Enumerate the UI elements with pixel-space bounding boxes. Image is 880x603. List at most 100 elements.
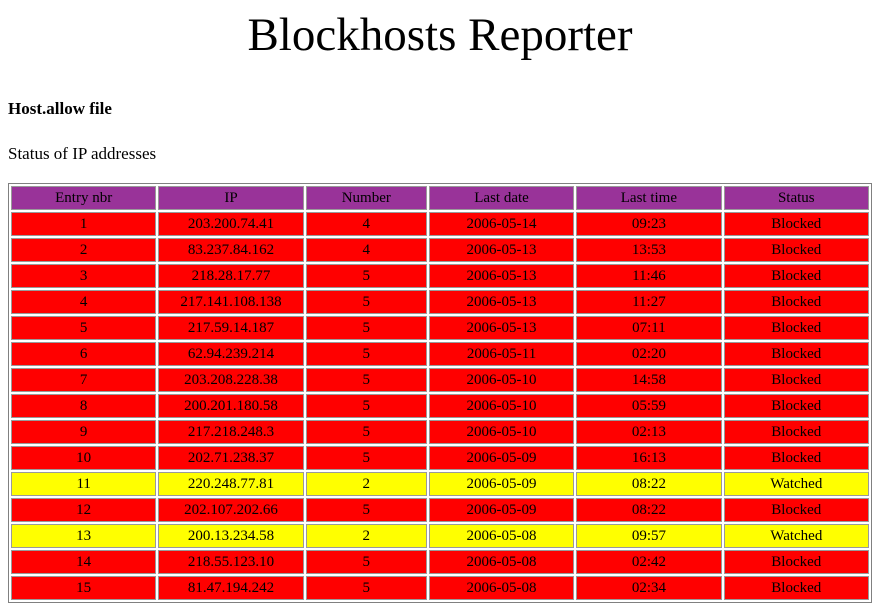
cell-number: 5 <box>305 342 427 366</box>
cell-ip: 203.200.74.41 <box>158 212 304 236</box>
cell-last-time: 02:34 <box>576 576 722 600</box>
cell-last-time: 09:57 <box>576 524 722 548</box>
section-heading: Host.allow file <box>8 99 112 118</box>
table-row: 7 203.208.228.38 5 2006-05-10 14:58 Blocked <box>11 368 869 392</box>
cell-entry-nbr: 4 <box>11 290 157 314</box>
cell-entry-nbr: 6 <box>11 342 157 366</box>
table-row: 5 217.59.14.187 5 2006-05-13 07:11 Blocked <box>11 316 869 340</box>
table-row: 10 202.71.238.37 5 2006-05-09 16:13 Blocked <box>11 446 869 470</box>
cell-number: 5 <box>305 264 427 288</box>
cell-status: Blocked <box>723 212 869 236</box>
cell-number: 4 <box>305 212 427 236</box>
cell-last-time: 07:11 <box>576 316 722 340</box>
cell-status: Blocked <box>723 368 869 392</box>
cell-entry-nbr: 14 <box>11 550 157 574</box>
status-table-container: Entry nbr IP Number Last date Last time Statu… <box>8 183 872 603</box>
cell-number: 2 <box>305 524 427 548</box>
cell-ip: 217.141.108.138 <box>158 290 304 314</box>
table-header-row: Entry nbr IP Number Last date Last time Statu… <box>11 186 869 210</box>
cell-entry-nbr: 12 <box>11 498 157 522</box>
table-row: 3 218.28.17.77 5 2006-05-13 11:46 Blocked <box>11 264 869 288</box>
cell-status: Blocked <box>723 316 869 340</box>
cell-number: 5 <box>305 394 427 418</box>
table-row: 8 200.201.180.58 5 2006-05-10 05:59 Blocked <box>11 394 869 418</box>
table-row: 1 203.200.74.41 4 2006-05-14 09:23 Blocked <box>11 212 869 236</box>
cell-ip: 200.201.180.58 <box>158 394 304 418</box>
cell-number: 2 <box>305 472 427 496</box>
column-header-ip: IP <box>158 186 304 210</box>
cell-entry-nbr: 10 <box>11 446 157 470</box>
cell-last-date: 2006-05-13 <box>428 316 575 340</box>
cell-ip: 200.13.234.58 <box>158 524 304 548</box>
table-row: 13 200.13.234.58 2 2006-05-08 09:57 Watched <box>11 524 869 548</box>
subtitle: Status of IP addresses <box>8 144 157 163</box>
cell-ip: 217.218.248.3 <box>158 420 304 444</box>
cell-last-time: 13:53 <box>576 238 722 262</box>
cell-last-time: 02:13 <box>576 420 722 444</box>
cell-number: 5 <box>305 576 427 600</box>
column-header-status: Status <box>723 186 869 210</box>
cell-status: Watched <box>723 524 869 548</box>
cell-number: 5 <box>305 550 427 574</box>
cell-last-date: 2006-05-13 <box>428 238 575 262</box>
cell-number: 5 <box>305 368 427 392</box>
cell-entry-nbr: 2 <box>11 238 157 262</box>
cell-last-date: 2006-05-10 <box>428 420 575 444</box>
cell-last-date: 2006-05-09 <box>428 498 575 522</box>
cell-last-date: 2006-05-08 <box>428 524 575 548</box>
cell-number: 5 <box>305 498 427 522</box>
cell-last-time: 05:59 <box>576 394 722 418</box>
cell-ip: 218.28.17.77 <box>158 264 304 288</box>
cell-last-time: 16:13 <box>576 446 722 470</box>
cell-ip: 62.94.239.214 <box>158 342 304 366</box>
cell-entry-nbr: 3 <box>11 264 157 288</box>
cell-status: Blocked <box>723 342 869 366</box>
cell-last-time: 02:20 <box>576 342 722 366</box>
cell-last-time: 14:58 <box>576 368 722 392</box>
cell-last-date: 2006-05-08 <box>428 550 575 574</box>
cell-status: Blocked <box>723 550 869 574</box>
cell-status: Blocked <box>723 446 869 470</box>
cell-number: 5 <box>305 316 427 340</box>
cell-last-date: 2006-05-13 <box>428 264 575 288</box>
ip-status-table: Entry nbr IP Number Last date Last time Statu… <box>8 183 872 603</box>
cell-entry-nbr: 7 <box>11 368 157 392</box>
cell-status: Blocked <box>723 394 869 418</box>
cell-last-time: 11:27 <box>576 290 722 314</box>
cell-entry-nbr: 8 <box>11 394 157 418</box>
cell-last-date: 2006-05-08 <box>428 576 575 600</box>
table-row: 11 220.248.77.81 2 2006-05-09 08:22 Watched <box>11 472 869 496</box>
cell-entry-nbr: 15 <box>11 576 157 600</box>
cell-number: 5 <box>305 420 427 444</box>
cell-number: 5 <box>305 290 427 314</box>
table-row: 4 217.141.108.138 5 2006-05-13 11:27 Blocked <box>11 290 869 314</box>
cell-ip: 81.47.194.242 <box>158 576 304 600</box>
column-header-number: Number <box>305 186 427 210</box>
cell-entry-nbr: 1 <box>11 212 157 236</box>
table-row: 2 83.237.84.162 4 2006-05-13 13:53 Blocked <box>11 238 869 262</box>
table-row: 9 217.218.248.3 5 2006-05-10 02:13 Blocked <box>11 420 869 444</box>
column-header-last-time: Last time <box>576 186 722 210</box>
cell-entry-nbr: 11 <box>11 472 157 496</box>
cell-ip: 203.208.228.38 <box>158 368 304 392</box>
cell-last-time: 02:42 <box>576 550 722 574</box>
cell-status: Blocked <box>723 290 869 314</box>
cell-last-date: 2006-05-09 <box>428 446 575 470</box>
cell-last-time: 08:22 <box>576 498 722 522</box>
cell-last-time: 08:22 <box>576 472 722 496</box>
cell-ip: 202.107.202.66 <box>158 498 304 522</box>
cell-status: Blocked <box>723 238 869 262</box>
cell-ip: 220.248.77.81 <box>158 472 304 496</box>
cell-number: 5 <box>305 446 427 470</box>
table-row: 6 62.94.239.214 5 2006-05-11 02:20 Blocked <box>11 342 869 366</box>
cell-status: Watched <box>723 472 869 496</box>
cell-ip: 217.59.14.187 <box>158 316 304 340</box>
cell-status: Blocked <box>723 576 869 600</box>
cell-ip: 218.55.123.10 <box>158 550 304 574</box>
cell-last-date: 2006-05-09 <box>428 472 575 496</box>
cell-status: Blocked <box>723 420 869 444</box>
cell-last-date: 2006-05-10 <box>428 368 575 392</box>
cell-status: Blocked <box>723 264 869 288</box>
cell-last-date: 2006-05-14 <box>428 212 575 236</box>
cell-ip: 83.237.84.162 <box>158 238 304 262</box>
